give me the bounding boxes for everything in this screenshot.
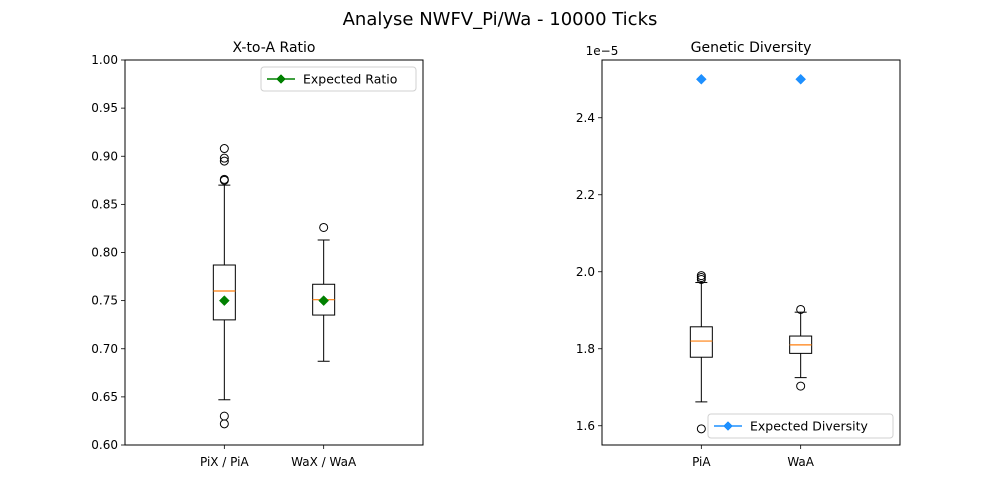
outlier-point <box>219 174 229 184</box>
y-tick-label: 0.85 <box>91 197 118 211</box>
axes-frame <box>601 59 901 446</box>
y-tick-label: 0.95 <box>91 101 118 115</box>
y-tick-label: 2.2 <box>576 188 595 202</box>
box-2 <box>789 304 813 391</box>
figure-title: Analyse NWFV_Pi/Wa - 10000 Ticks <box>343 9 658 30</box>
y-tick-label: 0.70 <box>91 342 118 356</box>
outlier-point <box>319 222 329 232</box>
y-tick-label: 0.65 <box>91 390 118 404</box>
legend-label: Expected Diversity <box>750 419 869 434</box>
legend-marker <box>723 421 733 431</box>
legend-box <box>260 66 417 92</box>
legend-marker <box>276 74 286 84</box>
y-tick-label: 0.60 <box>91 438 118 452</box>
box-iqr <box>212 264 236 321</box>
outlier-point <box>696 271 706 281</box>
y-offset-label: 1e−5 <box>586 44 619 58</box>
legend: Expected Ratio <box>260 66 417 92</box>
legend: Expected Diversity <box>707 413 894 439</box>
outlier-point <box>796 381 806 391</box>
x-tick-label: WaA <box>787 455 814 469</box>
box-2 <box>312 222 336 362</box>
outlier-point <box>219 156 229 166</box>
box-1 <box>689 271 713 434</box>
outlier-point <box>219 144 229 154</box>
y-tick-label: 0.75 <box>91 294 118 308</box>
legend-box <box>707 413 894 439</box>
box-iqr <box>689 326 713 358</box>
outlier-point <box>696 424 706 434</box>
y-tick-label: 2.0 <box>576 265 595 279</box>
y-tick-label: 1.8 <box>576 342 595 356</box>
outlier-point <box>696 273 706 283</box>
chart-title: X-to-A Ratio <box>233 40 316 56</box>
outlier-point <box>219 411 229 421</box>
x-tick-label: WaX / WaA <box>291 455 357 469</box>
outlier-point <box>796 304 806 314</box>
chart-title: Genetic Diversity <box>691 40 812 56</box>
expected-marker <box>318 295 330 306</box>
legend-label: Expected Ratio <box>303 72 397 87</box>
chart-2: Genetic Diversity 1.6 1.8 2.0 2.2 2.4 1e−5 PiA W… <box>576 40 901 469</box>
chart-1: X-to-A Ratio 0.60 0.65 0.70 0.75 0.80 0.85 0.90… <box>91 40 424 469</box>
box-1 <box>212 144 236 429</box>
y-tick-label: 0.80 <box>91 246 118 260</box>
y-tick-label: 1.00 <box>91 53 118 67</box>
y-tick-label: 0.90 <box>91 149 118 163</box>
x-tick-label: PiX / PiA <box>200 455 250 469</box>
axes-frame <box>124 59 424 446</box>
y-tick-label: 2.4 <box>576 111 595 125</box>
expected-marker <box>218 295 230 306</box>
outlier-point <box>219 419 229 429</box>
expected-marker <box>695 73 707 85</box>
outlier-point <box>219 153 229 163</box>
y-tick-label: 1.6 <box>576 419 595 433</box>
expected-marker <box>795 73 807 85</box>
x-tick-label: PiA <box>692 455 711 469</box>
